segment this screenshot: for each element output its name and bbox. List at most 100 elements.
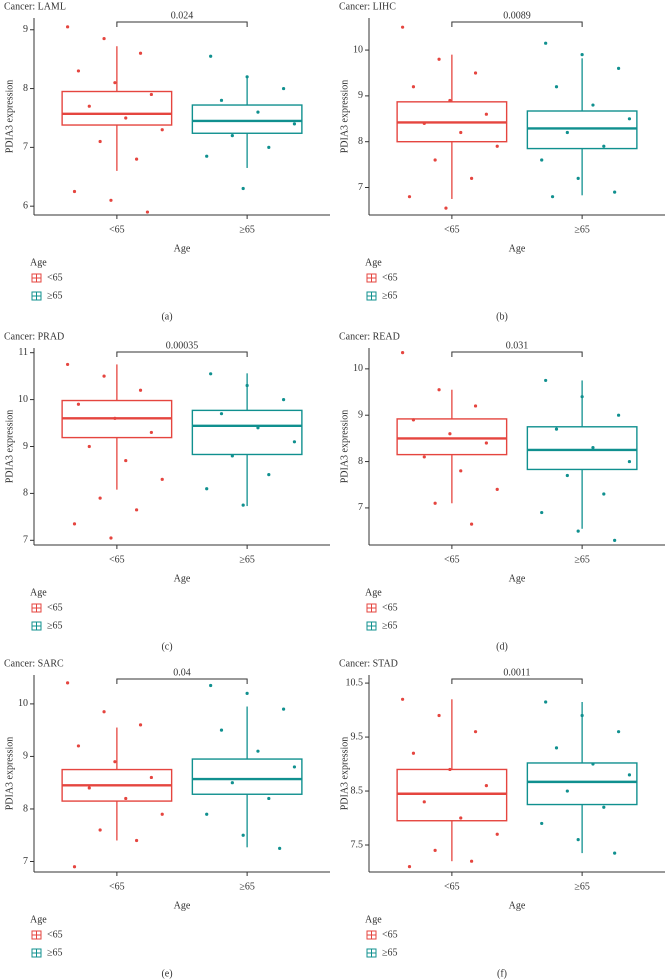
legend-label: ≥65 — [47, 947, 63, 958]
data-point — [72, 865, 77, 869]
data-point — [87, 786, 91, 790]
data-point — [124, 116, 128, 120]
x-tick-label: <65 — [444, 224, 460, 235]
data-point — [230, 134, 234, 138]
y-tick-label: 7 — [358, 502, 363, 513]
data-point — [65, 362, 70, 367]
data-point — [411, 85, 416, 89]
significance-bracket — [116, 678, 248, 684]
data-point — [400, 25, 405, 29]
data-point — [76, 69, 81, 73]
y-tick-label: 10 — [18, 394, 28, 405]
data-point — [591, 446, 595, 450]
data-point — [205, 487, 209, 491]
data-point — [400, 697, 405, 701]
x-tick-label: ≥65 — [239, 881, 255, 892]
data-point — [540, 821, 544, 826]
data-point — [554, 427, 559, 431]
data-point — [576, 529, 580, 533]
x-tick-label: ≥65 — [239, 554, 255, 565]
p-value: 0.00035 — [166, 340, 199, 351]
legend-label: <65 — [382, 929, 398, 940]
data-point — [134, 838, 139, 843]
data-point — [613, 851, 617, 855]
x-tick-label: <65 — [109, 554, 125, 565]
legend-label: ≥65 — [382, 947, 398, 958]
legend-label: <65 — [47, 929, 63, 940]
data-point — [616, 413, 621, 417]
y-axis-label: PDIA3 expression — [4, 80, 15, 154]
x-tick-label: <65 — [444, 881, 460, 892]
box — [191, 104, 303, 134]
data-point — [627, 773, 632, 777]
significance-bracket — [451, 678, 583, 684]
legend-label: <65 — [47, 602, 63, 613]
x-tick-label: ≥65 — [574, 224, 590, 235]
data-point — [459, 130, 463, 135]
data-point — [448, 432, 452, 436]
y-tick-label: 10 — [353, 44, 363, 55]
y-tick-label: 10.5 — [346, 677, 364, 688]
data-point — [484, 112, 488, 116]
legend-title: Age — [30, 587, 47, 598]
panel-label: (b) — [496, 311, 508, 322]
panel-label: (e) — [161, 968, 172, 979]
data-point — [495, 144, 499, 148]
data-point — [98, 828, 102, 832]
data-point — [473, 71, 478, 75]
y-tick-label: 9 — [358, 410, 363, 421]
data-point — [433, 158, 437, 162]
chart-title: Cancer: STAD — [339, 658, 398, 669]
data-point — [613, 538, 617, 542]
data-point — [160, 812, 164, 816]
data-point — [576, 176, 580, 180]
y-tick-label: 9.5 — [351, 731, 364, 742]
data-point — [565, 473, 569, 478]
data-point — [407, 865, 412, 869]
x-axis-label: Age — [509, 243, 526, 254]
data-point — [540, 510, 544, 515]
legend-title: Age — [30, 914, 47, 925]
box — [526, 426, 638, 471]
y-tick-label: 8 — [358, 456, 363, 467]
box — [191, 758, 303, 795]
data-point — [134, 508, 139, 512]
legend-title: Age — [365, 257, 382, 268]
data-point — [209, 372, 213, 376]
data-point — [495, 487, 499, 491]
data-point — [98, 139, 102, 144]
data-point — [544, 378, 548, 383]
data-point — [616, 66, 621, 70]
box — [526, 110, 638, 150]
data-point — [219, 412, 224, 416]
data-point — [554, 85, 559, 89]
data-point — [576, 838, 580, 842]
data-point — [495, 832, 499, 836]
legend-label: <65 — [382, 272, 398, 283]
data-point — [602, 805, 606, 809]
data-point — [459, 469, 463, 473]
p-value: 0.0011 — [503, 667, 530, 678]
data-point — [102, 710, 106, 714]
data-point — [87, 444, 91, 449]
y-tick-label: 7 — [23, 142, 28, 153]
chart-title: Cancer: PRAD — [4, 331, 64, 342]
data-point — [292, 765, 297, 769]
data-point — [422, 455, 426, 459]
data-point — [459, 816, 463, 820]
data-point — [469, 522, 474, 526]
box — [526, 762, 638, 806]
x-tick-label: ≥65 — [574, 554, 590, 565]
p-value: 0.024 — [171, 10, 194, 21]
y-tick-label: 9 — [358, 90, 363, 101]
box — [396, 768, 508, 822]
legend-title: Age — [30, 257, 47, 268]
y-tick-label: 9 — [23, 751, 28, 762]
data-point — [407, 195, 412, 199]
data-point — [433, 848, 437, 853]
y-tick-label: 8 — [23, 803, 28, 814]
panel-label: (c) — [161, 641, 172, 652]
data-point — [87, 104, 91, 108]
x-axis-label: Age — [509, 900, 526, 911]
